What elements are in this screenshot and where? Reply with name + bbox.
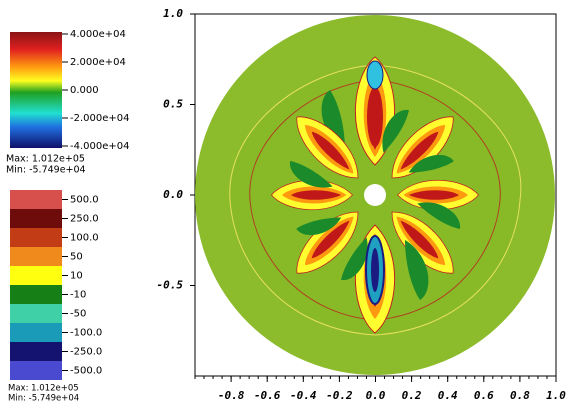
field [195,15,555,375]
legend-label: -2.000e+04 [70,113,130,124]
legend-swatch [10,342,62,361]
legend-label: 2.000e+04 [70,57,126,68]
colorbar [10,32,62,148]
x-tick-label: 0.2 [402,389,422,402]
x-tick-label: 1.0 [546,389,566,402]
legend-swatch [10,361,62,380]
x-tick-label: -0.4 [290,389,317,402]
legend-label: 4.000e+04 [70,29,126,40]
x-tick-label: 0.0 [366,389,386,402]
legend-min: Min: -5.749e+04 [8,394,79,404]
legend-label: -10 [70,290,86,301]
legend-swatch [10,266,62,285]
legend-label: 100.0 [70,233,99,244]
x-tick-label: -0.2 [326,389,353,402]
x-tick-label: 0.6 [474,389,494,402]
legend-label: 0.000 [70,85,99,96]
x-tick-label: -0.6 [254,389,281,402]
y-tick-label: 1.0 [163,7,183,20]
legend-swatch [10,228,62,247]
legend-label: 10 [70,271,83,282]
legend-label: 250.0 [70,214,99,225]
x-tick-label: 0.8 [510,389,530,402]
legend-swatch [10,285,62,304]
legend-label: -250.0 [70,347,102,358]
legend-label: -4.000e+04 [70,141,130,152]
legend-swatch [10,304,62,323]
legend-swatch [10,190,62,209]
x-tick-label: -0.8 [218,389,245,402]
x-tick-label: 0.4 [438,389,458,402]
legend-swatch [10,247,62,266]
legend-swatch [10,323,62,342]
legend-max: Max: 1.012e+05 [8,384,79,394]
legend-min: Min: -5.749e+04 [6,165,86,176]
y-tick-label: 0.5 [163,98,183,111]
y-tick-label: 0.0 [163,188,183,201]
y-tick-label: -0.5 [157,279,184,292]
legend-swatch [10,209,62,228]
legend-label: -50 [70,309,86,320]
legend-label: 50 [70,252,83,263]
legend-label: -100.0 [70,328,102,339]
legend-max: Max: 1.012e+05 [6,154,85,165]
legend-label: -500.0 [70,366,102,377]
legend-label: 500.0 [70,195,99,206]
